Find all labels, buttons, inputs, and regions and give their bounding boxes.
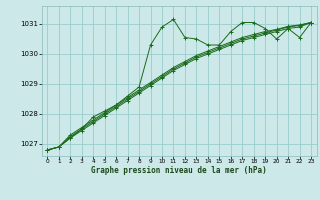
X-axis label: Graphe pression niveau de la mer (hPa): Graphe pression niveau de la mer (hPa) [91,166,267,175]
